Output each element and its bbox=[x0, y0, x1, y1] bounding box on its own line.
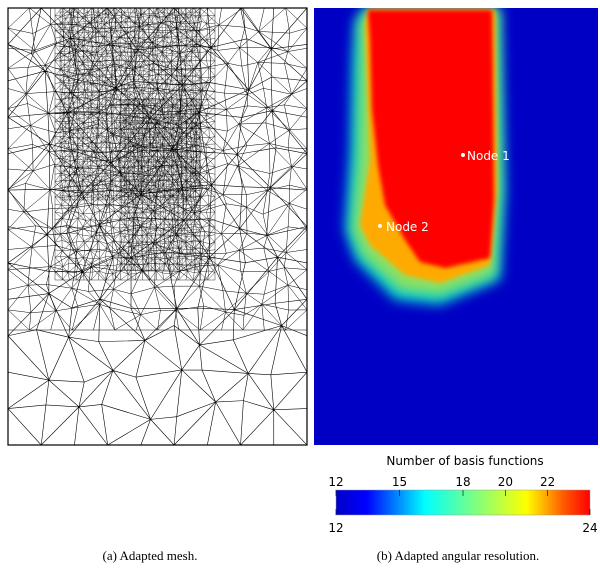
heatmap-core bbox=[368, 10, 494, 268]
mesh-edges bbox=[8, 8, 307, 331]
colorbar-end-label: 24 bbox=[582, 521, 597, 535]
node-label: Node 2 bbox=[386, 220, 429, 234]
mesh bbox=[8, 8, 307, 445]
node-label: Node 1 bbox=[467, 149, 510, 163]
mesh-edges bbox=[119, 99, 201, 271]
colorbar-tick-label: 15 bbox=[392, 475, 407, 489]
caption: (a) Adapted mesh. bbox=[103, 548, 198, 563]
heatmap bbox=[314, 8, 598, 445]
caption: (b) Adapted angular resolution. bbox=[377, 548, 539, 563]
mesh-border bbox=[7, 7, 308, 446]
colorbar-tick-label: 18 bbox=[455, 475, 470, 489]
node-marker bbox=[461, 153, 465, 157]
colorbar-end-label: 12 bbox=[328, 521, 343, 535]
mesh-edges bbox=[59, 8, 201, 201]
node-marker bbox=[378, 224, 382, 228]
colorbar-tick-label: 12 bbox=[328, 475, 343, 489]
colorbar-tick-label: 22 bbox=[540, 475, 555, 489]
colorbar-title: Number of basis functions bbox=[386, 454, 543, 468]
mesh-edges bbox=[54, 8, 216, 281]
colorbar-tick-label: 20 bbox=[498, 475, 513, 489]
